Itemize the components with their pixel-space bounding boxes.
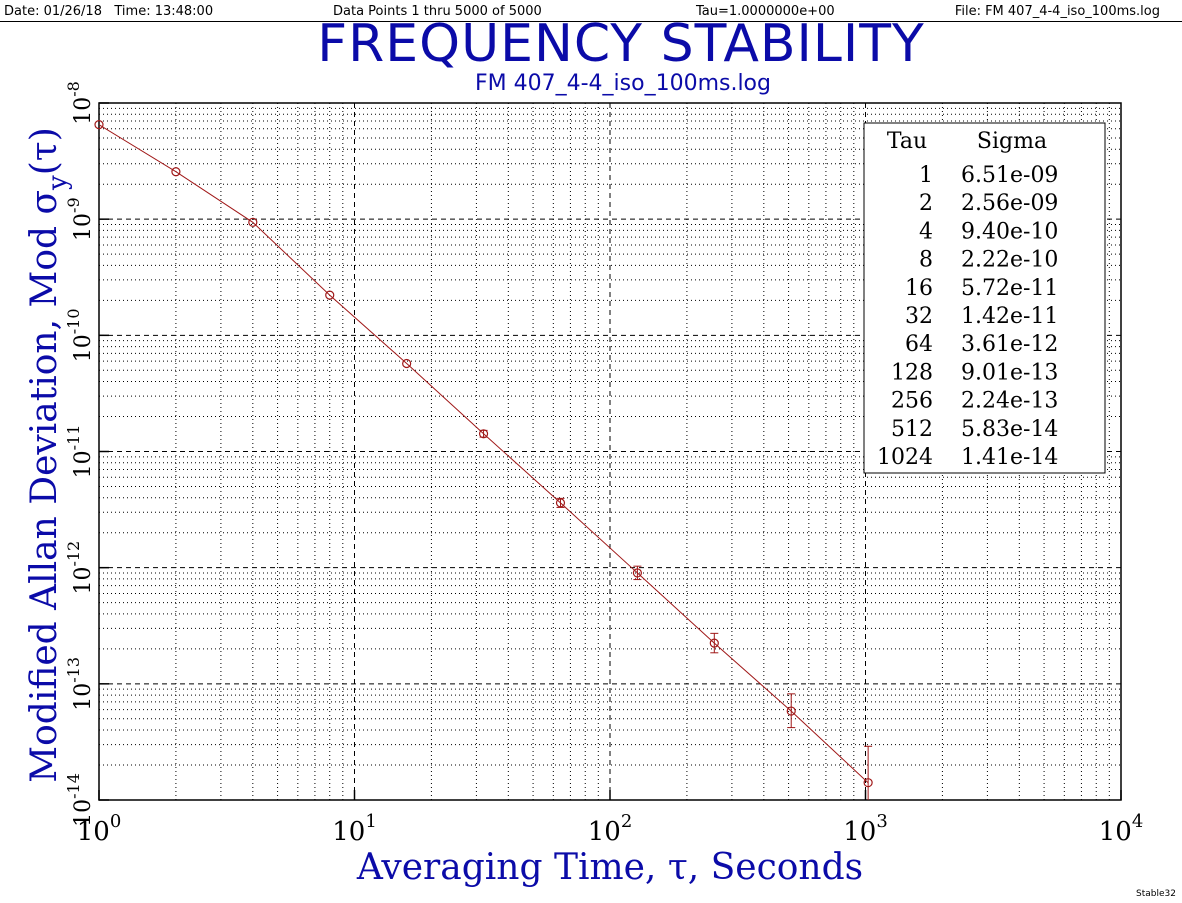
- chart-title: FREQUENCY STABILITY: [317, 14, 925, 74]
- table-header-sigma: Sigma: [977, 129, 1047, 154]
- table-cell-sigma: 9.01e-13: [961, 360, 1058, 385]
- data-series: [94, 120, 873, 800]
- x-tick-label: 102: [588, 811, 633, 847]
- table-cell-tau: 128: [891, 360, 933, 385]
- axis-labels: 100 101 102 103 104 10-8 10-9 10-10 10-11 10-12 10…: [64, 81, 1143, 847]
- data-point: [248, 217, 258, 227]
- table-cell-sigma: 1.42e-11: [961, 304, 1058, 329]
- table-cell-tau: 8: [919, 248, 933, 273]
- tau-sigma-table: Tau Sigma 1 6.51e-09 2 2.56e-09 4 9.40e-10 8 2.22…: [863, 122, 1106, 474]
- y-tick-label: 10-14: [64, 773, 96, 827]
- table-cell-sigma: 3.61e-12: [961, 332, 1058, 357]
- table-cell-tau: 4: [919, 219, 933, 244]
- table-header-tau: Tau: [887, 129, 927, 154]
- tau-sigma-table-box: [863, 122, 1106, 474]
- x-tick-label: 104: [1099, 811, 1144, 847]
- header-date: Date: 01/26/18: [4, 4, 102, 19]
- y-tick-label: 10-10: [64, 308, 96, 362]
- y-tick-label: 10-13: [64, 657, 96, 711]
- chart-subtitle: FM 407_4-4_iso_100ms.log: [474, 71, 771, 96]
- x-tick-label: 100: [77, 811, 122, 847]
- x-tick-label: 103: [843, 811, 888, 847]
- table-cell-sigma: 5.72e-11: [961, 276, 1058, 301]
- data-point: [171, 167, 181, 177]
- header-tau: Tau=1.0000000e+00: [696, 4, 835, 19]
- y-tick-label: 10-12: [64, 541, 96, 595]
- table-cell-sigma: 9.40e-10: [961, 219, 1058, 244]
- table-cell-tau: 64: [905, 332, 933, 357]
- table-cell-tau: 1024: [877, 445, 933, 470]
- table-cell-sigma: 2.24e-13: [961, 389, 1058, 414]
- data-point: [325, 290, 335, 300]
- data-point: [786, 706, 796, 716]
- table-cell-sigma: 2.22e-10: [961, 248, 1058, 273]
- table-cell-tau: 1: [919, 163, 933, 188]
- series-line: [98, 124, 869, 784]
- x-axis-title: Averaging Time, τ, Seconds: [356, 847, 863, 888]
- x-tick-label: 101: [332, 811, 377, 847]
- header-time: Time: 13:48:00: [114, 4, 214, 19]
- y-axis-title-tail: (τ): [24, 127, 65, 175]
- header-data-points: Data Points 1 thru 5000 of 5000: [333, 4, 542, 19]
- axis-ticks: [98, 102, 1122, 801]
- table-cell-tau: 16: [905, 276, 933, 301]
- table-cell-tau: 2: [919, 191, 933, 216]
- data-point: [555, 498, 566, 508]
- footer-brand: Stable32: [1136, 889, 1176, 899]
- y-tick-label: 10-11: [64, 425, 96, 479]
- table-cell-tau: 32: [905, 304, 933, 329]
- data-point: [632, 568, 642, 578]
- header-divider: [0, 21, 1182, 22]
- y-tick-label: 10-9: [64, 197, 96, 241]
- data-point: [863, 778, 873, 788]
- table-cell-sigma: 1.41e-14: [961, 445, 1058, 470]
- y-axis-title-main: Modified Allan Deviation, Mod σ: [24, 190, 65, 783]
- y-axis-title: Modified Allan Deviation, Mod σy(τ): [24, 127, 73, 783]
- header-file: File: FM 407_4-4_iso_100ms.log: [954, 4, 1160, 19]
- table-cell-sigma: 6.51e-09: [961, 163, 1058, 188]
- table-cell-tau: 256: [891, 389, 933, 414]
- table-cell-sigma: 2.56e-09: [961, 191, 1058, 216]
- header-date-time: Date: 01/26/18 Time: 13:48:00: [4, 4, 213, 19]
- y-tick-label: 10-8: [64, 81, 96, 125]
- data-point: [478, 429, 489, 439]
- table-cell-tau: 512: [891, 417, 933, 442]
- y-axis-title-sub: y: [43, 175, 73, 191]
- data-point: [709, 638, 719, 648]
- data-point: [94, 120, 104, 130]
- data-point: [402, 358, 412, 369]
- table-cell-sigma: 5.83e-14: [961, 417, 1058, 442]
